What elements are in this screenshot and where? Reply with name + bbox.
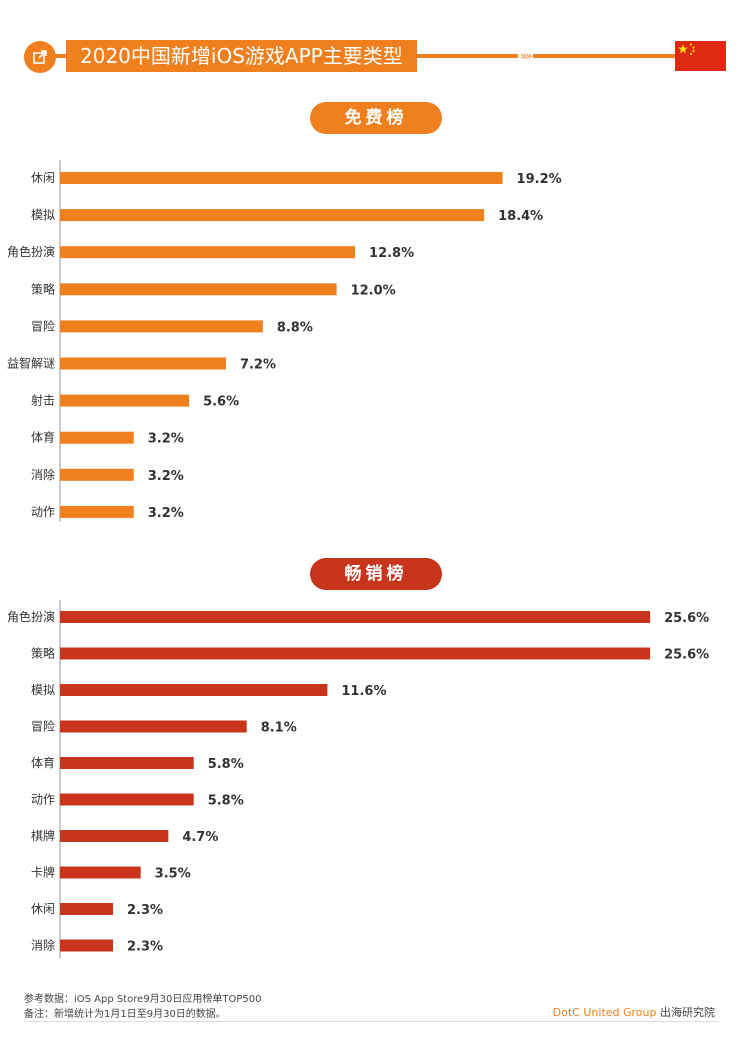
flag-stars xyxy=(678,43,695,56)
grossing-bar xyxy=(60,647,651,660)
free-value-label: 3.2% xyxy=(148,469,184,484)
free-value-label: 12.0% xyxy=(351,283,396,298)
grossing-bar xyxy=(60,611,651,623)
free-bar xyxy=(60,283,337,296)
free-value-label: 3.2% xyxy=(148,432,184,447)
grossing-value-label: 25.6% xyxy=(664,648,709,663)
grossing-bar xyxy=(60,793,194,806)
free-value-label: 18.4% xyxy=(498,209,543,224)
free-bar xyxy=(60,505,134,518)
free-chart-title: 免费榜 xyxy=(310,102,442,134)
free-bar xyxy=(60,357,226,370)
free-category-label: 冒险 xyxy=(31,318,55,333)
grossing-category-label: 冒险 xyxy=(31,719,55,734)
grossing-bar xyxy=(60,830,169,842)
grossing-value-label: 5.8% xyxy=(208,757,244,772)
grossing-bar xyxy=(60,903,114,915)
brand-name: DotC United Group xyxy=(552,1006,657,1019)
free-value-label: 19.2% xyxy=(517,172,562,187)
free-category-label: 体育 xyxy=(31,430,55,445)
grossing-bar xyxy=(60,939,114,952)
free-value-label: 12.8% xyxy=(369,246,414,261)
grossing-value-label: 8.1% xyxy=(261,721,297,736)
free-category-label: 角色扮演 xyxy=(7,244,55,259)
grossing-category-label: 动作 xyxy=(31,793,55,807)
grossing-category-label: 休闲 xyxy=(31,902,55,916)
grossing-value-label: 3.5% xyxy=(155,867,191,882)
grossing-category-label: 体育 xyxy=(31,755,55,770)
chevrons-decoration: »» xyxy=(518,49,533,63)
footer-divider xyxy=(24,1021,718,1022)
free-value-label: 5.6% xyxy=(203,395,239,410)
grossing-category-label: 棋牌 xyxy=(31,829,55,843)
grossing-value-label: 2.3% xyxy=(127,903,163,918)
grossing-value-label: 4.7% xyxy=(182,830,218,845)
grossing-value-label: 5.8% xyxy=(208,794,244,809)
free-category-label: 模拟 xyxy=(31,208,55,222)
grossing-bar xyxy=(60,720,247,733)
free-bar xyxy=(60,468,134,481)
free-bar xyxy=(60,431,134,444)
china-flag-icon xyxy=(675,41,726,71)
free-bar xyxy=(60,172,503,184)
free-value-label: 8.8% xyxy=(277,320,313,335)
grossing-category-label: 角色扮演 xyxy=(7,609,55,624)
free-category-label: 益智解谜 xyxy=(7,356,55,371)
grossing-value-label: 11.6% xyxy=(341,684,386,699)
free-value-label: 3.2% xyxy=(148,506,184,521)
grossing-category-label: 策略 xyxy=(31,646,55,661)
brand-credit: DotC United Group 出海研究院 xyxy=(553,1004,715,1020)
grossing-category-label: 消除 xyxy=(31,938,55,953)
grossing-value-label: 2.3% xyxy=(127,940,163,955)
free-value-label: 7.2% xyxy=(240,358,276,373)
free-category-label: 动作 xyxy=(31,505,55,519)
grossing-chart-title: 畅销榜 xyxy=(310,558,442,590)
free-bar xyxy=(60,320,263,333)
share-icon-glyph xyxy=(33,50,47,64)
grossing-category-label: 模拟 xyxy=(31,683,55,697)
header: 2020中国新增iOS游戏APP主要类型 »» xyxy=(0,0,739,90)
grossing-bar xyxy=(60,684,328,696)
free-bar xyxy=(60,246,356,259)
grossing-value-label: 25.6% xyxy=(664,611,709,626)
free-bar xyxy=(60,209,485,222)
free-category-label: 射击 xyxy=(31,393,55,408)
share-icon[interactable] xyxy=(24,41,56,73)
free-category-label: 策略 xyxy=(31,281,55,296)
grossing-bar xyxy=(60,757,194,769)
free-category-label: 消除 xyxy=(31,467,55,482)
free-bar xyxy=(60,394,190,407)
remark-note: 备注：新增统计为1月1日至9月30日的数据。 xyxy=(24,1009,226,1020)
brand-suffix: 出海研究院 xyxy=(656,1006,715,1019)
grossing-category-label: 卡牌 xyxy=(31,866,55,880)
source-note: 参考数据：iOS App Store9月30日应用榜单TOP500 xyxy=(24,994,262,1005)
grossing-bar xyxy=(60,866,141,879)
page-title: 2020中国新增iOS游戏APP主要类型 xyxy=(66,40,417,72)
free-category-label: 休闲 xyxy=(31,171,55,185)
